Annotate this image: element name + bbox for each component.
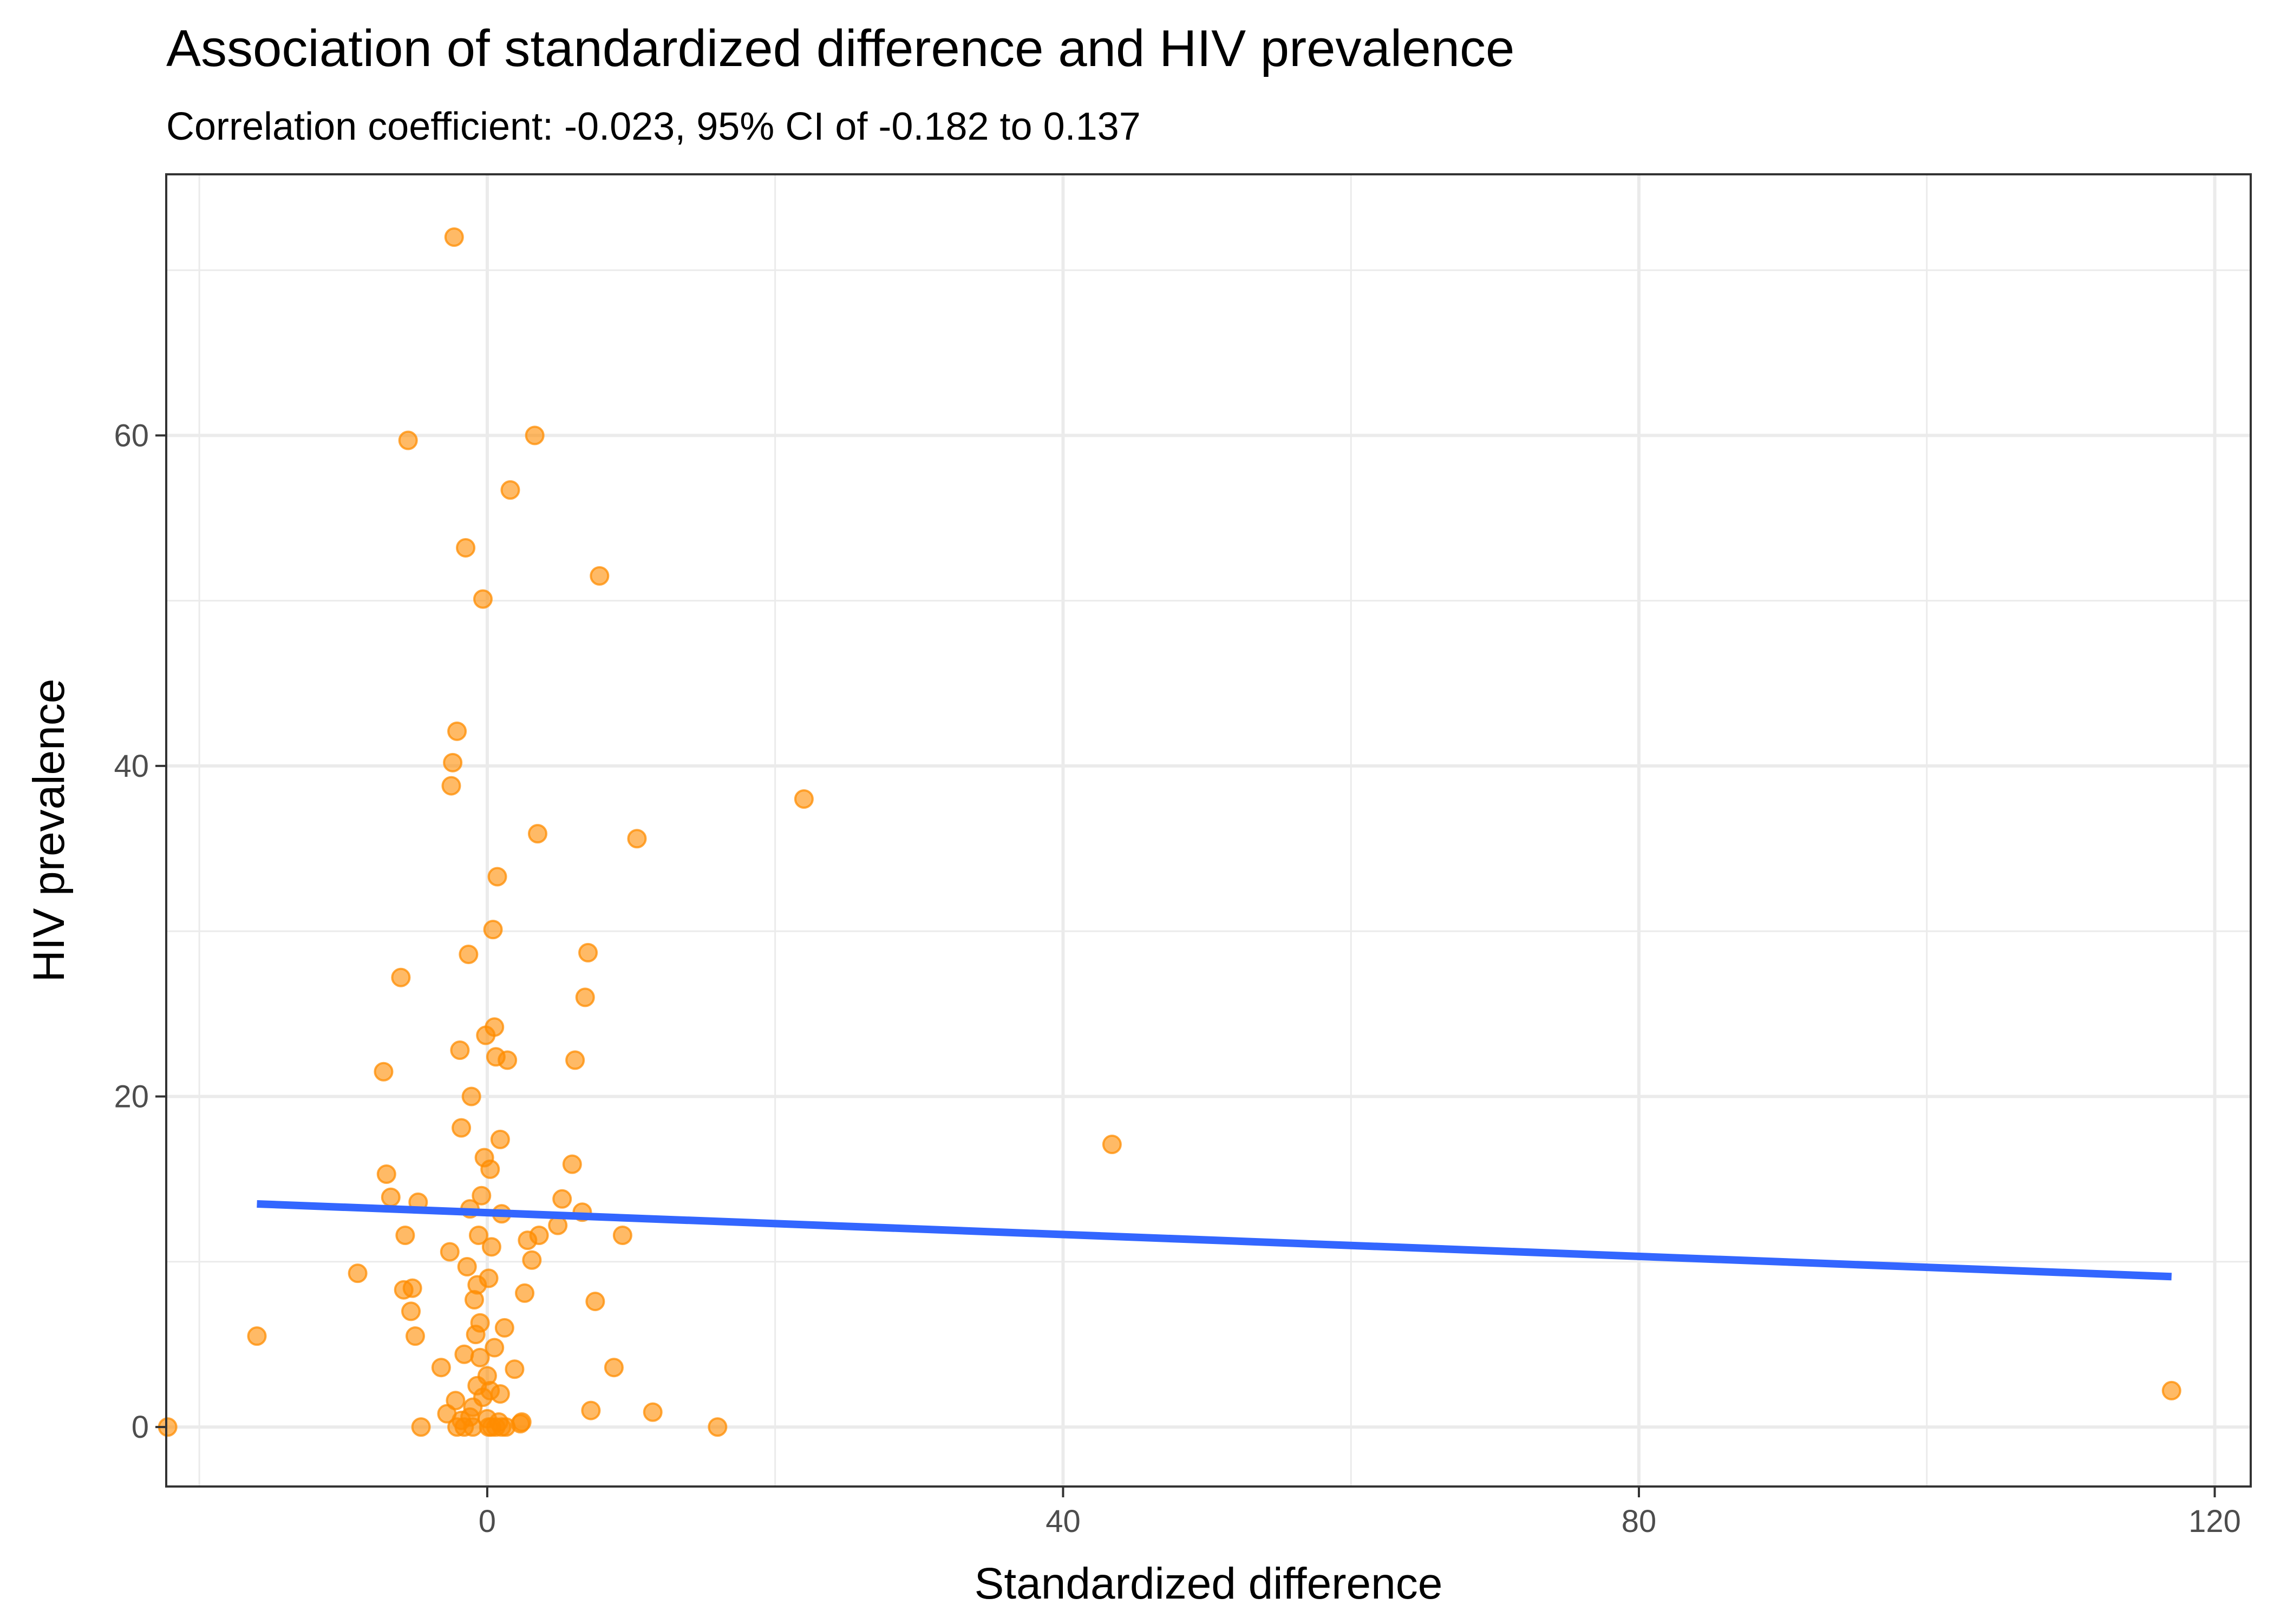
- regression-line: [257, 1200, 2172, 1281]
- data-point: [447, 721, 467, 741]
- data-point: [444, 227, 464, 247]
- x-tick-label: 120: [2188, 1504, 2241, 1539]
- data-point: [794, 789, 814, 809]
- data-point: [529, 1225, 549, 1245]
- data-point: [472, 1186, 492, 1206]
- x-axis: 0 40 80 120: [479, 1487, 2241, 1539]
- data-point: [512, 1412, 532, 1432]
- panel-border: [165, 173, 2252, 1488]
- x-axis-title: Standardized difference: [975, 1559, 1443, 1608]
- y-axis: 0 20 40 60: [114, 418, 166, 1445]
- data-point: [627, 829, 647, 849]
- data-point: [473, 1387, 493, 1407]
- data-point: [461, 1086, 481, 1106]
- data-point: [348, 1263, 368, 1284]
- data-point: [401, 1301, 421, 1321]
- data-point: [470, 1313, 490, 1333]
- data-point: [473, 589, 493, 609]
- data-point: [440, 1242, 460, 1262]
- data-point: [459, 944, 479, 964]
- data-point: [612, 1225, 632, 1245]
- data-point: [552, 1189, 572, 1209]
- data-point: [585, 1292, 605, 1312]
- y-tick-label: 20: [114, 1079, 149, 1115]
- data-points: [158, 227, 2181, 1437]
- data-point: [527, 824, 547, 844]
- y-tick-label: 60: [114, 418, 149, 453]
- plot-area: [158, 173, 2252, 1488]
- data-point: [470, 1347, 490, 1367]
- data-point: [463, 1417, 483, 1437]
- data-point: [395, 1225, 415, 1245]
- data-point: [490, 1129, 510, 1149]
- data-point: [467, 1275, 487, 1295]
- y-axis-title: HIV prevalence: [24, 679, 74, 983]
- data-point: [565, 1050, 585, 1070]
- data-point: [468, 1225, 488, 1245]
- chart-subtitle: Correlation coefficient: -0.023, 95% CI …: [166, 105, 1141, 148]
- data-point: [500, 480, 520, 500]
- data-point: [494, 1318, 514, 1338]
- data-point: [480, 1159, 500, 1179]
- data-point: [431, 1358, 451, 1378]
- data-point: [562, 1154, 582, 1174]
- data-point: [447, 1417, 467, 1437]
- data-point: [581, 1400, 601, 1420]
- y-tick-label: 40: [114, 749, 149, 784]
- data-point: [398, 430, 418, 450]
- grid-lines: [166, 174, 2251, 1487]
- data-point: [452, 1118, 472, 1138]
- data-point: [505, 1359, 525, 1379]
- data-point: [450, 1040, 470, 1060]
- data-point: [604, 1358, 624, 1378]
- data-point: [490, 1384, 510, 1404]
- data-point: [381, 1187, 401, 1207]
- data-point: [454, 1344, 474, 1364]
- data-point: [376, 1164, 396, 1184]
- data-point: [402, 1278, 422, 1298]
- data-point: [443, 752, 463, 772]
- data-point: [485, 1017, 505, 1037]
- data-point: [405, 1326, 425, 1346]
- chart-title: Association of standardized difference a…: [166, 19, 1514, 77]
- data-point: [441, 776, 461, 796]
- data-point: [708, 1417, 728, 1437]
- data-point: [496, 1417, 516, 1437]
- data-point: [2161, 1380, 2181, 1400]
- y-tick-label: 0: [132, 1410, 149, 1445]
- data-point: [522, 1250, 542, 1270]
- data-point: [446, 1391, 466, 1411]
- data-point: [590, 566, 610, 586]
- x-tick-label: 0: [479, 1504, 496, 1539]
- data-point: [498, 1050, 518, 1070]
- x-tick-label: 40: [1045, 1504, 1081, 1539]
- data-point: [456, 538, 476, 558]
- data-point: [515, 1283, 535, 1303]
- data-point: [525, 425, 545, 446]
- data-point: [578, 942, 598, 962]
- data-point: [643, 1402, 663, 1422]
- data-point: [575, 987, 595, 1007]
- data-point: [374, 1062, 394, 1082]
- data-point: [391, 967, 411, 987]
- data-point: [485, 1338, 505, 1358]
- data-point: [1102, 1135, 1122, 1155]
- data-point: [479, 1417, 499, 1437]
- data-point: [481, 1237, 501, 1257]
- data-point: [247, 1326, 267, 1346]
- data-point: [487, 867, 507, 887]
- x-tick-label: 80: [1622, 1504, 1657, 1539]
- data-point: [411, 1417, 431, 1437]
- data-point: [483, 920, 503, 940]
- data-point: [457, 1256, 477, 1276]
